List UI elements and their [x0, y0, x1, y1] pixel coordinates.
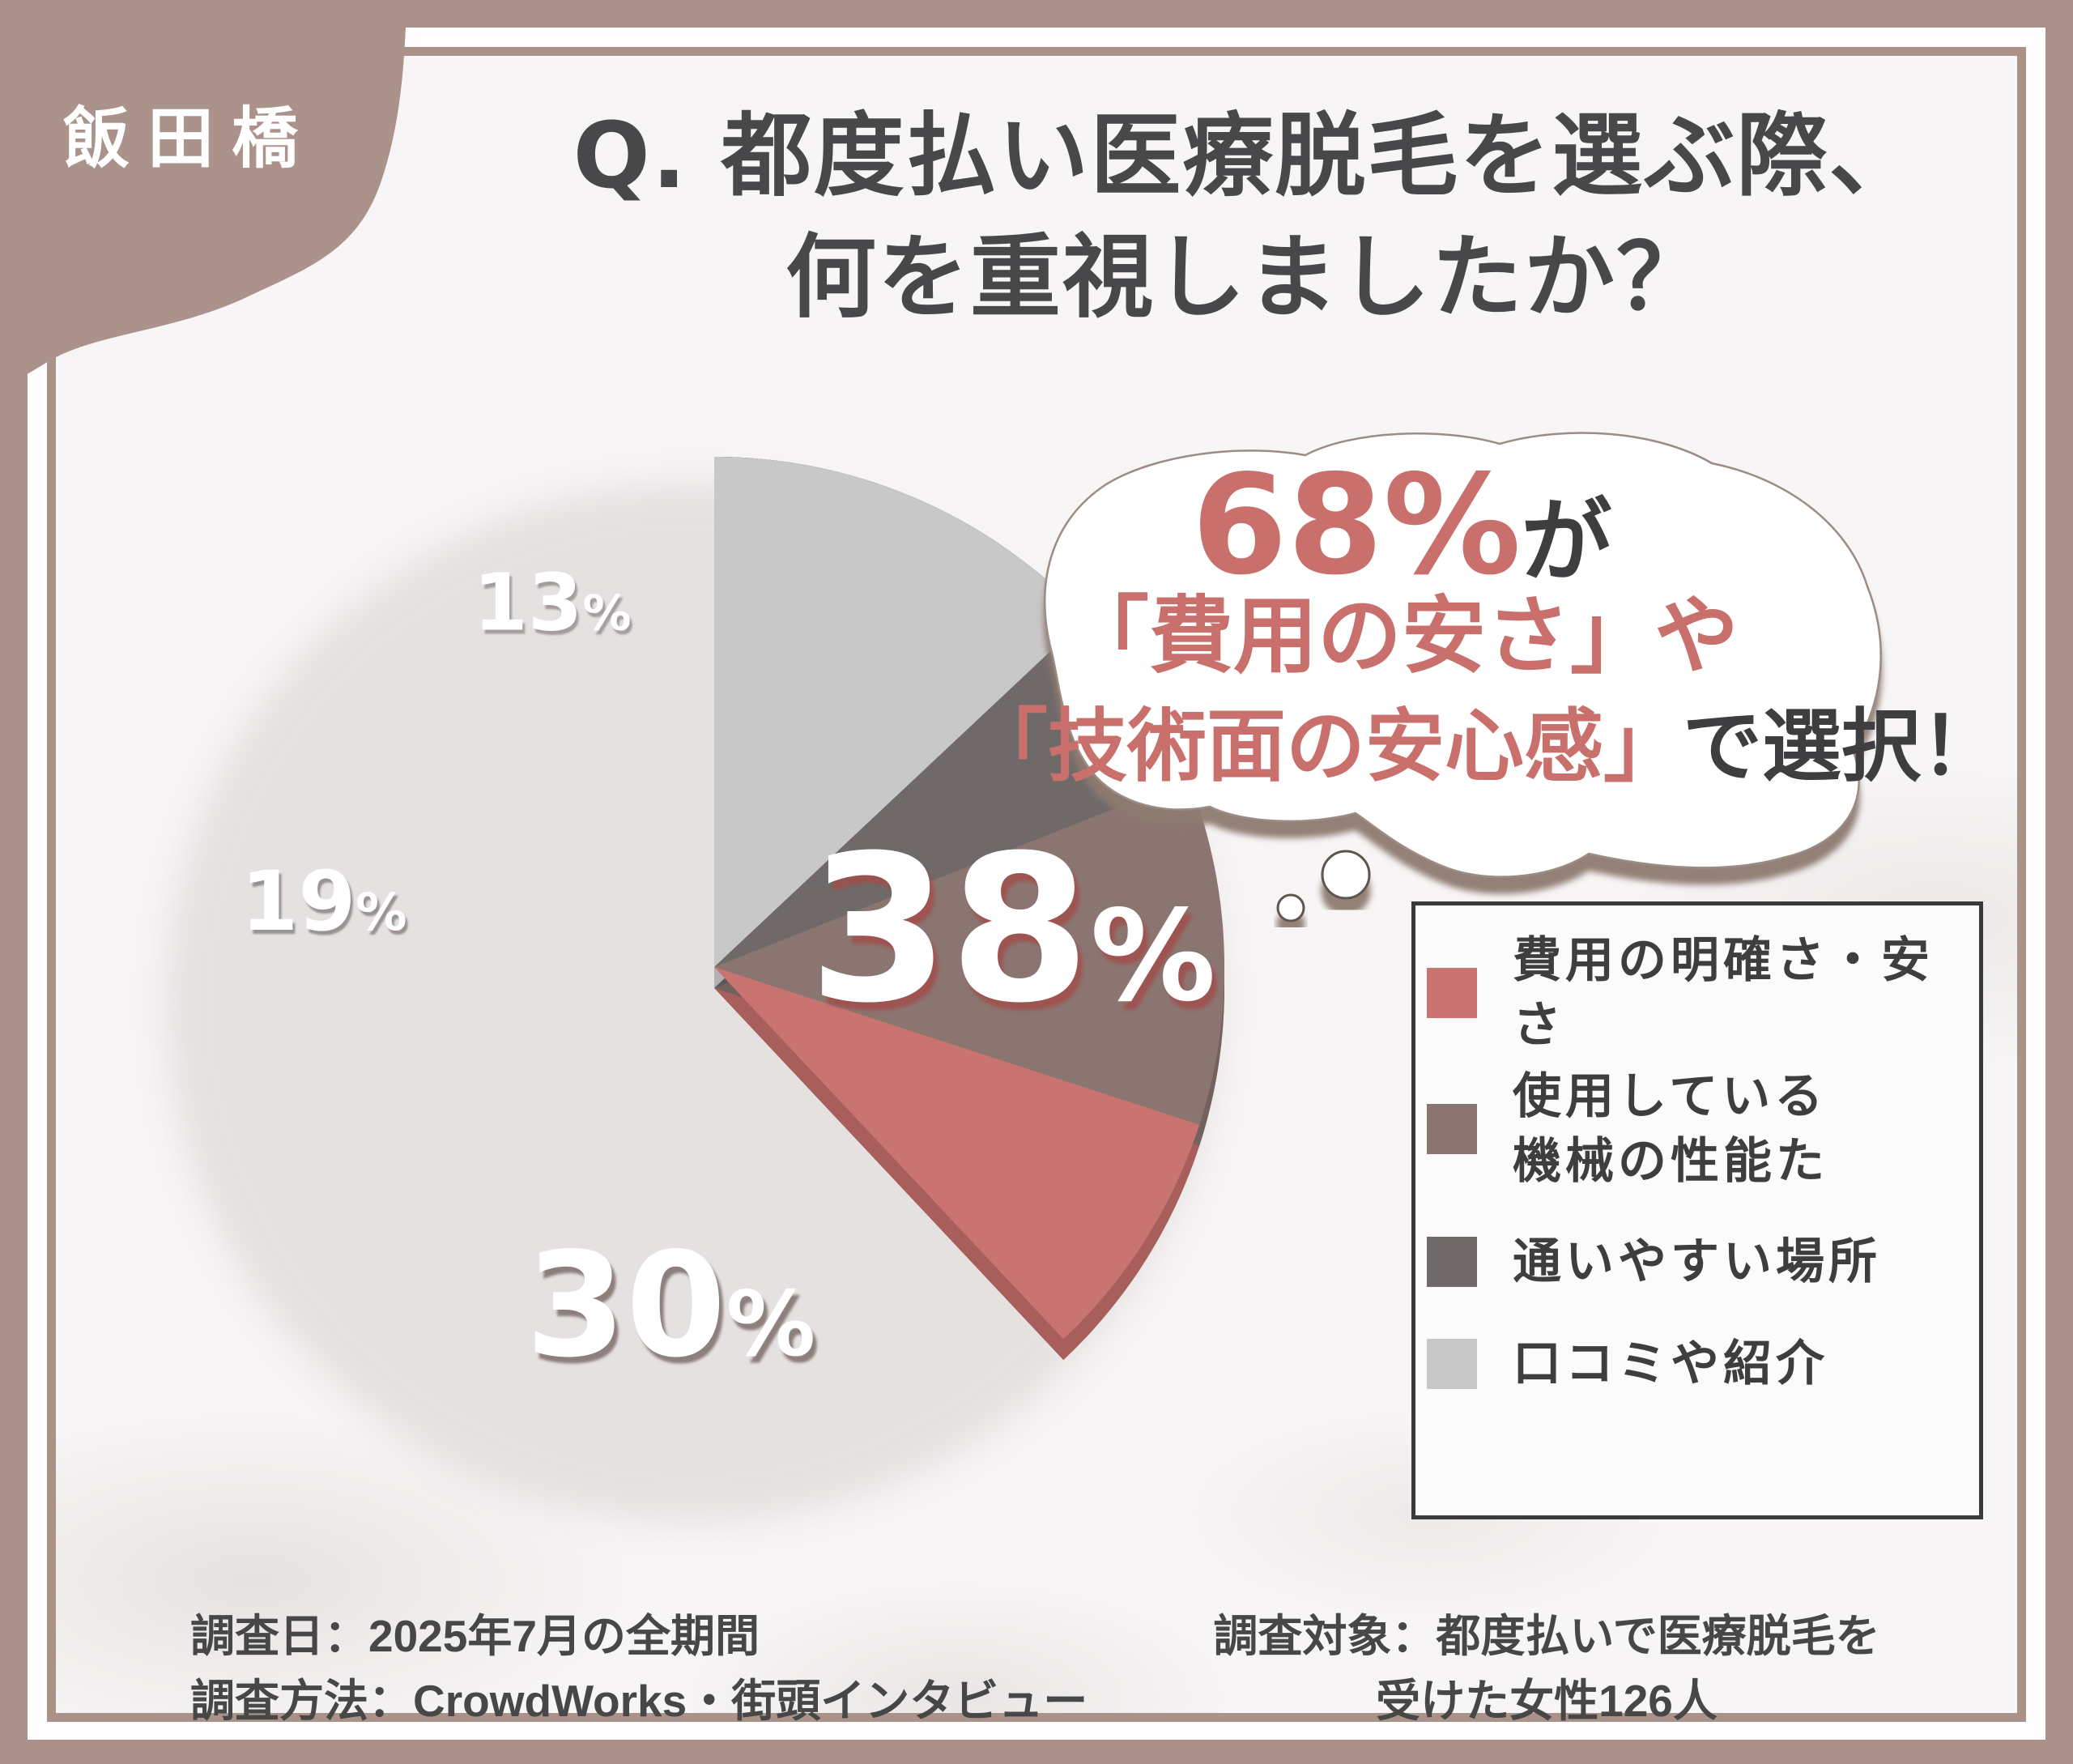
bubble-line-3: 「技術面の安心感」で選択！: [968, 701, 2000, 793]
legend-swatch-red: [1427, 968, 1477, 1018]
pie-label-2: 19%: [241, 854, 407, 950]
legend-label: 費用の明確さ・安さ: [1513, 932, 1934, 1054]
bubble-line3-rest: で選択！: [1683, 701, 2001, 793]
bubble-line1-rest: が: [1521, 489, 1612, 594]
survey-target-line1: 調査対象：都度払いで医療脱毛を: [1213, 1611, 1880, 1661]
legend-swatch-lightgray: [1427, 1339, 1477, 1389]
legend-item: 通いやすい場所: [1427, 1225, 1971, 1299]
pie-label-3: 13%: [473, 556, 632, 649]
thought-bubble-cloud: [1044, 432, 1882, 878]
legend-label: 使用している 機械の性能た: [1513, 1068, 1828, 1190]
legend-item: 使用している 機械の性能た: [1427, 1059, 1971, 1199]
legend-item: 費用の明確さ・安さ: [1427, 932, 1971, 1054]
legend-item: 口コミや紹介: [1427, 1327, 1971, 1401]
bubble-highlight-68: 68%: [1191, 445, 1522, 606]
legend-swatch-brown: [1427, 1104, 1477, 1154]
bubble-line3-highlight: 「技術面の安心感」: [968, 701, 1684, 793]
page-title-line2: 何を重視しましたか？: [785, 225, 1709, 330]
pie-slice-3: [714, 457, 1087, 967]
thought-bubble-tail-large: [1321, 850, 1371, 900]
pie-label-1: 30%: [525, 1221, 816, 1389]
corner-blob: [0, 0, 407, 389]
pie-label-0: 38%: [808, 812, 1216, 1047]
survey-method: 調査方法：CrowdWorks・街頭インタビュー: [190, 1676, 1088, 1726]
survey-notes-right: 調査対象：都度払いで医療脱毛を 受けた女性126人: [1158, 1604, 1935, 1733]
survey-notes-left: 調査日：2025年7月の全期間 調査方法：CrowdWorks・街頭インタビュー: [190, 1604, 1088, 1733]
bubble-line-2: 「費用の安さ」や: [1064, 586, 1739, 685]
survey-date: 調査日：2025年7月の全期間: [190, 1611, 760, 1661]
bubble-line-1: 68%が: [968, 445, 1835, 606]
page-title: Q. 都度払い医療脱毛を選ぶ際、 何を重視しましたか？: [518, 96, 1976, 339]
brand-logo-text: 飯田橋: [63, 100, 317, 177]
legend-swatch-darkgray: [1427, 1237, 1477, 1287]
page-title-line1: Q. 都度払い医療脱毛を選ぶ際、: [573, 104, 1922, 209]
legend-label: 通いやすい場所: [1513, 1234, 1881, 1290]
chart-legend: 費用の明確さ・安さ 使用している 機械の性能た 通いやすい場所 口コミや紹介: [1411, 901, 1983, 1519]
thought-bubble-tail-small: [1276, 893, 1305, 922]
survey-target-line2: 受けた女性126人: [1376, 1676, 1718, 1726]
legend-label: 口コミや紹介: [1513, 1336, 1828, 1392]
